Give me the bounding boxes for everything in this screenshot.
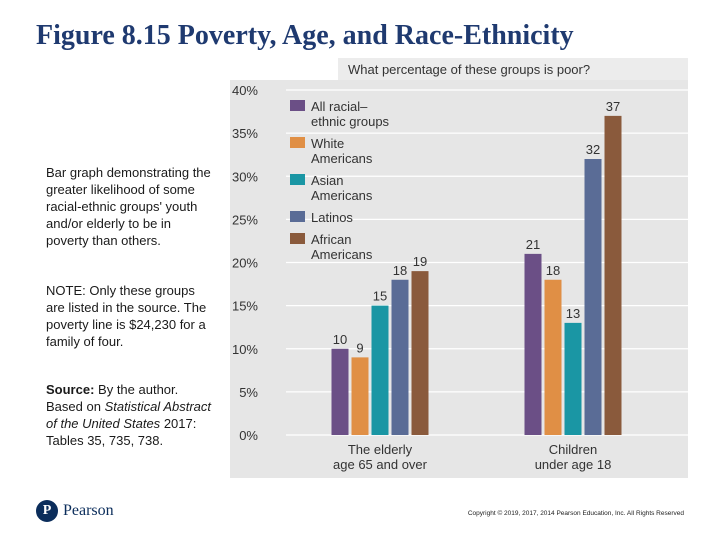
legend-swatch [290,233,305,244]
chart-source: Source: By the author. Based on Statisti… [46,381,216,449]
chart-title: What percentage of these groups is poor? [348,62,590,77]
legend-swatch [290,211,305,222]
legend-label: Asian [311,173,344,188]
legend-swatch [290,100,305,111]
source-label: Source: [46,382,95,397]
source-text: By the author. Based on [46,382,179,414]
bar [584,159,602,435]
bar-value-label: 13 [566,306,580,321]
bar-chart: What percentage of these groups is poor?… [230,58,688,478]
chart-title-band [338,58,688,80]
y-tick-label: 10% [232,342,258,357]
y-tick-label: 20% [232,256,258,271]
legend-label: Latinos [311,210,353,225]
bar-value-label: 37 [606,99,620,114]
x-category-label: The elderly [348,442,413,457]
x-category-label: Children [549,442,597,457]
bar [604,115,622,435]
bar [564,322,582,435]
bar [524,253,542,435]
bar [351,357,369,435]
legend-label: Americans [311,188,373,203]
legend-label: ethnic groups [311,114,390,129]
x-category-label: age 65 and over [333,457,428,472]
legend-label: African [311,232,351,247]
slide-title: Figure 8.15 Poverty, Age, and Race-Ethni… [36,20,574,51]
bar [411,271,429,435]
bar-value-label: 18 [546,263,560,278]
bar [331,348,349,435]
y-tick-label: 40% [232,83,258,98]
copyright: Copyright © 2019, 2017, 2014 Pearson Edu… [467,510,684,517]
source-italic: Statistical Abstract of the United State… [46,399,212,431]
y-tick-label: 35% [232,126,258,141]
y-tick-label: 5% [239,385,258,400]
legend-label: White [311,136,344,151]
y-tick-label: 0% [239,428,258,443]
bar-value-label: 32 [586,142,600,157]
bar-value-label: 10 [333,332,347,347]
pearson-logo: P Pearson [36,500,114,522]
legend-label: Americans [311,151,373,166]
bar-value-label: 21 [526,237,540,252]
bar [544,279,562,435]
bar-value-label: 18 [393,263,407,278]
y-tick-label: 25% [232,212,258,227]
bar [371,305,389,435]
source-tables: 2017: Tables 35, 735, 738. [46,416,197,448]
y-tick-label: 30% [232,169,258,184]
bar-value-label: 9 [356,340,363,355]
legend-label: Americans [311,247,373,262]
y-tick-label: 15% [232,299,258,314]
chart-description: Bar graph demonstrating the greater like… [46,165,211,248]
logo-text: Pearson [63,502,114,519]
legend-swatch [290,174,305,185]
bar-value-label: 15 [373,289,387,304]
bar [391,279,409,435]
legend-swatch [290,137,305,148]
bar-value-label: 19 [413,254,427,269]
x-category-label: under age 18 [535,457,612,472]
legend-label: All racial– [311,99,368,114]
pearson-p-icon: P [36,500,58,522]
chart-note: NOTE: Only these groups are listed in th… [46,283,207,349]
